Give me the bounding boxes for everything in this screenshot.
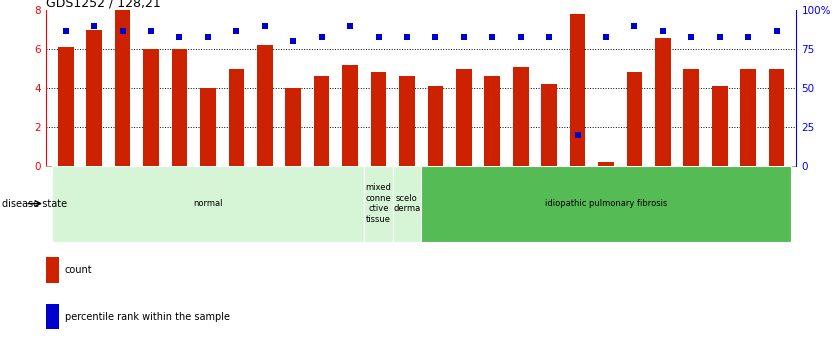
Bar <box>541 84 557 166</box>
Text: GSM37405: GSM37405 <box>90 166 98 215</box>
Text: GSM37408: GSM37408 <box>175 166 184 215</box>
Point <box>173 34 186 40</box>
Text: GSM37429: GSM37429 <box>403 166 411 215</box>
Point <box>59 28 73 33</box>
Point <box>372 34 385 40</box>
Bar <box>399 76 414 166</box>
Text: GSM37427: GSM37427 <box>744 166 752 215</box>
Point <box>628 23 641 29</box>
Text: GSM37419: GSM37419 <box>516 166 525 215</box>
Point <box>542 34 555 40</box>
Text: GSM37421: GSM37421 <box>573 166 582 215</box>
Text: GSM37425: GSM37425 <box>686 166 696 215</box>
Bar <box>769 69 785 166</box>
Text: GSM37426: GSM37426 <box>716 166 724 215</box>
Point <box>400 34 414 40</box>
Bar <box>393 166 421 242</box>
Bar <box>683 69 699 166</box>
Text: GSM37418: GSM37418 <box>488 166 497 215</box>
Point <box>770 28 783 33</box>
Point <box>741 34 755 40</box>
Bar <box>342 65 358 166</box>
Text: GSM37428: GSM37428 <box>772 166 781 215</box>
Point <box>144 28 158 33</box>
Bar <box>364 166 393 242</box>
Text: mixed
conne
ctive
tissue: mixed conne ctive tissue <box>365 184 391 224</box>
Point <box>344 23 357 29</box>
Bar <box>513 67 529 166</box>
Text: GSM37424: GSM37424 <box>658 166 667 215</box>
Text: GSM37404: GSM37404 <box>61 166 70 215</box>
Bar <box>285 88 301 166</box>
Point <box>600 34 613 40</box>
Bar <box>428 86 443 166</box>
Bar <box>46 257 59 283</box>
Bar <box>58 47 73 166</box>
Point <box>116 28 129 33</box>
Text: GSM37412: GSM37412 <box>289 166 298 215</box>
Text: GSM37410: GSM37410 <box>232 166 241 215</box>
Point <box>88 23 101 29</box>
Bar <box>172 49 188 166</box>
Point <box>429 34 442 40</box>
Text: GSM37415: GSM37415 <box>431 166 440 215</box>
Bar <box>626 72 642 166</box>
Bar <box>115 10 130 166</box>
Text: GSM37417: GSM37417 <box>374 166 383 215</box>
Bar <box>598 162 614 166</box>
Text: GSM37414: GSM37414 <box>345 166 354 215</box>
Text: GSM37420: GSM37420 <box>545 166 554 215</box>
Bar <box>370 72 386 166</box>
Text: scelo
derma: scelo derma <box>394 194 420 213</box>
Bar <box>143 49 159 166</box>
Bar <box>229 69 244 166</box>
Point <box>656 28 670 33</box>
Text: GSM37407: GSM37407 <box>147 166 156 215</box>
Point <box>514 34 527 40</box>
Point <box>713 34 726 40</box>
Bar <box>485 76 500 166</box>
Text: GSM37423: GSM37423 <box>630 166 639 215</box>
Text: count: count <box>64 266 93 275</box>
Text: idiopathic pulmonary fibrosis: idiopathic pulmonary fibrosis <box>545 199 667 208</box>
Bar <box>52 166 364 242</box>
Bar <box>314 76 329 166</box>
Bar <box>257 45 273 166</box>
Point <box>258 23 271 29</box>
Text: GSM37413: GSM37413 <box>317 166 326 215</box>
Text: disease state: disease state <box>2 199 67 208</box>
Bar <box>87 30 102 166</box>
Bar <box>200 88 216 166</box>
Text: normal: normal <box>193 199 223 208</box>
Bar <box>655 38 671 166</box>
Bar <box>712 86 727 166</box>
Point <box>685 34 698 40</box>
Text: percentile rank within the sample: percentile rank within the sample <box>64 312 229 322</box>
Point <box>287 39 300 44</box>
Text: GDS1252 / 128,21: GDS1252 / 128,21 <box>46 0 161 9</box>
Bar <box>456 69 472 166</box>
Point <box>457 34 470 40</box>
Text: GSM37416: GSM37416 <box>460 166 469 215</box>
Point <box>229 28 243 33</box>
Text: GSM37409: GSM37409 <box>203 166 213 215</box>
Text: GSM37422: GSM37422 <box>601 166 610 215</box>
Point <box>315 34 329 40</box>
Point <box>485 34 499 40</box>
Bar <box>570 14 585 166</box>
Bar <box>421 166 791 242</box>
Bar <box>741 69 756 166</box>
Bar <box>46 304 59 329</box>
Point <box>201 34 214 40</box>
Text: GSM37411: GSM37411 <box>260 166 269 215</box>
Text: GSM37406: GSM37406 <box>118 166 127 215</box>
Point <box>570 132 584 137</box>
